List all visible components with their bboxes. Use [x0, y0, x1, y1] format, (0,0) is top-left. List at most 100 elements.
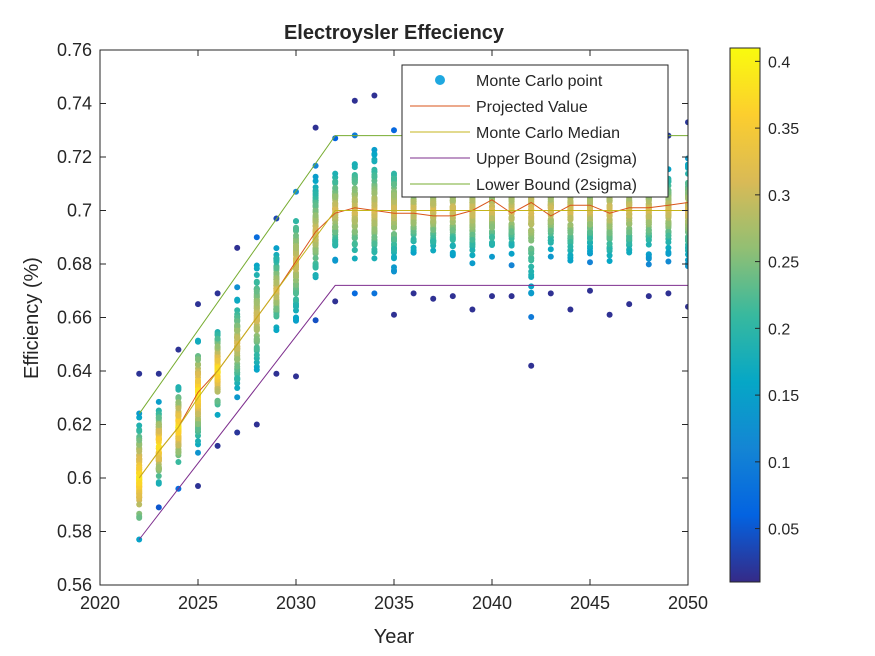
monte-carlo-point — [469, 203, 476, 210]
colorbar-tick-label: 0.15 — [768, 388, 799, 405]
monte-carlo-point — [175, 442, 182, 449]
monte-carlo-point — [391, 245, 397, 252]
monte-carlo-point — [391, 192, 397, 199]
x-tick-label: 2035 — [374, 593, 414, 613]
monte-carlo-point — [293, 315, 299, 321]
monte-carlo-point — [234, 385, 241, 391]
monte-carlo-point — [293, 244, 299, 251]
monte-carlo-point — [626, 301, 633, 308]
monte-carlo-point — [410, 228, 417, 235]
monte-carlo-point — [547, 290, 554, 297]
monte-carlo-point — [253, 421, 260, 428]
legend-label: Lower Bound (2sigma) — [476, 177, 637, 194]
monte-carlo-point — [567, 252, 574, 259]
monte-carlo-point — [234, 380, 241, 387]
monte-carlo-point — [391, 204, 397, 211]
monte-carlo-point — [155, 414, 162, 421]
monte-carlo-point — [449, 293, 456, 300]
monte-carlo-point — [136, 437, 143, 444]
colorbar-tick-label: 0.05 — [768, 522, 799, 539]
monte-carlo-point — [469, 260, 476, 267]
monte-carlo-point — [391, 224, 397, 231]
y-axis-label: Efficiency (%) — [21, 257, 43, 379]
monte-carlo-point — [195, 356, 201, 363]
monte-carlo-point — [234, 244, 241, 251]
monte-carlo-point — [312, 272, 319, 278]
monte-carlo-point — [293, 272, 299, 279]
monte-carlo-point — [469, 247, 476, 254]
monte-carlo-point — [155, 436, 162, 443]
monte-carlo-point — [508, 262, 515, 269]
monte-carlo-point — [312, 124, 319, 131]
monte-carlo-point — [273, 256, 280, 263]
monte-carlo-point — [626, 229, 633, 236]
monte-carlo-point — [351, 223, 358, 230]
y-tick-label: 0.56 — [57, 575, 92, 595]
monte-carlo-point — [351, 197, 358, 204]
monte-carlo-point — [489, 234, 495, 241]
monte-carlo-point — [645, 237, 652, 244]
monte-carlo-point — [449, 204, 456, 211]
monte-carlo-point — [645, 293, 652, 300]
legend-label: Monte Carlo point — [476, 73, 603, 90]
monte-carlo-point — [214, 335, 221, 342]
monte-carlo-point — [332, 229, 339, 236]
monte-carlo-point — [175, 385, 182, 392]
monte-carlo-point — [175, 418, 182, 425]
monte-carlo-point — [371, 290, 378, 297]
monte-carlo-point — [449, 196, 456, 203]
monte-carlo-point — [685, 251, 688, 258]
monte-carlo-point — [293, 218, 299, 225]
monte-carlo-point — [645, 206, 652, 213]
monte-carlo-point — [234, 350, 241, 357]
monte-carlo-point — [449, 219, 456, 226]
monte-carlo-point — [528, 250, 535, 257]
monte-carlo-point — [253, 288, 260, 295]
monte-carlo-point — [351, 240, 358, 247]
y-tick-label: 0.72 — [57, 147, 92, 167]
monte-carlo-point — [136, 514, 143, 521]
monte-carlo-point — [293, 232, 299, 239]
monte-carlo-point — [273, 306, 280, 313]
monte-carlo-point — [508, 250, 515, 257]
monte-carlo-point — [391, 181, 397, 188]
colorbar-gradient — [729, 47, 761, 583]
monte-carlo-point — [371, 146, 378, 153]
monte-carlo-point — [528, 255, 535, 262]
monte-carlo-point — [312, 247, 319, 254]
monte-carlo-point — [626, 235, 633, 242]
monte-carlo-point — [665, 290, 672, 297]
monte-carlo-point — [489, 239, 495, 246]
monte-carlo-point — [175, 399, 182, 406]
monte-carlo-point — [587, 259, 593, 266]
legend-box — [401, 64, 669, 198]
monte-carlo-point — [136, 422, 143, 429]
colorbar-tick-label: 0.25 — [768, 255, 799, 272]
monte-carlo-point — [195, 449, 201, 456]
monte-carlo-point — [626, 212, 633, 219]
monte-carlo-point — [234, 327, 241, 334]
monte-carlo-point — [528, 198, 535, 204]
monte-carlo-point — [391, 311, 397, 318]
monte-carlo-point — [234, 345, 241, 352]
monte-carlo-point — [469, 241, 476, 248]
monte-carlo-point — [685, 245, 688, 252]
monte-carlo-point — [371, 226, 378, 233]
monte-carlo-point — [351, 247, 358, 253]
y-tick-label: 0.58 — [57, 522, 92, 542]
monte-carlo-point — [685, 119, 688, 126]
monte-carlo-point — [469, 197, 476, 204]
monte-carlo-point — [253, 345, 260, 352]
monte-carlo-point — [685, 189, 688, 196]
monte-carlo-point — [253, 317, 260, 324]
monte-carlo-point — [253, 234, 260, 241]
monte-carlo-point — [410, 236, 417, 243]
monte-carlo-point — [547, 237, 554, 244]
monte-carlo-point — [253, 366, 260, 373]
monte-carlo-point — [293, 281, 299, 288]
x-tick-label: 2040 — [472, 593, 512, 613]
colorbar-tick-label: 0.35 — [768, 121, 799, 138]
monte-carlo-point — [312, 317, 319, 324]
monte-carlo-point — [351, 191, 358, 198]
